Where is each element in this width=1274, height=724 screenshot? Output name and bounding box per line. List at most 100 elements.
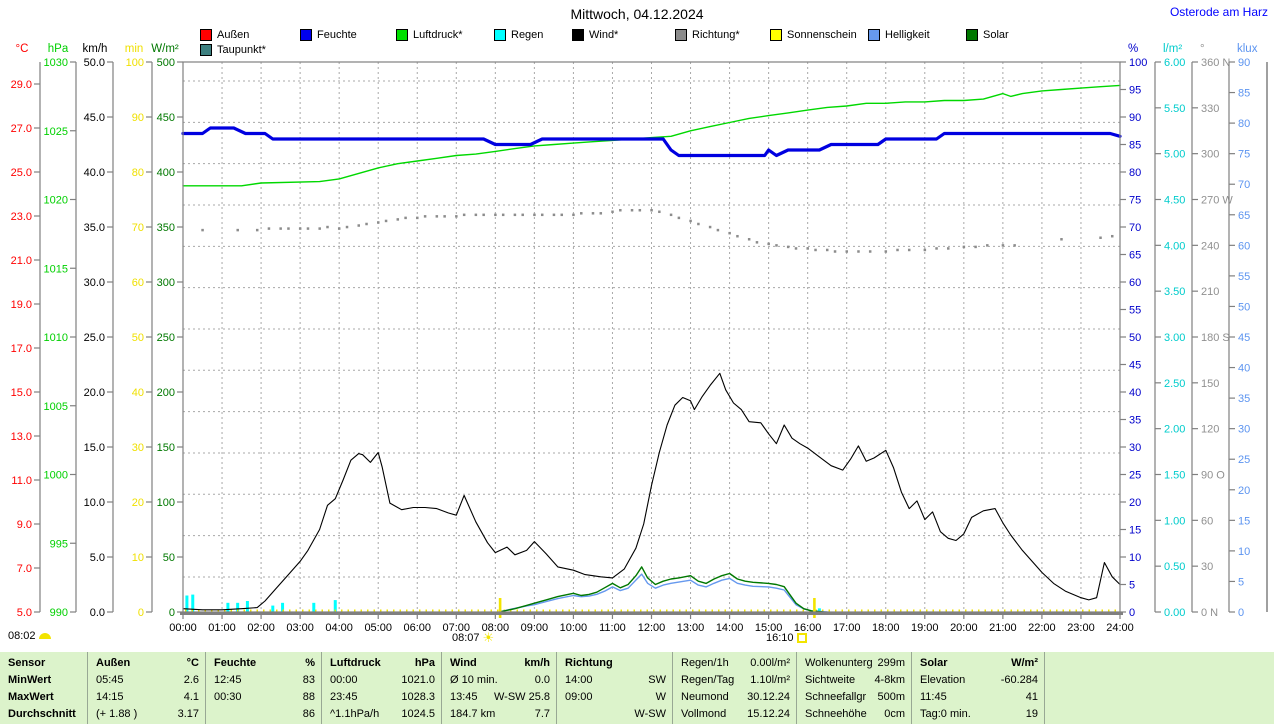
legend-item-wind: Wind* — [572, 29, 618, 41]
legend-item-helligkeit: Helligkeit — [868, 29, 930, 41]
legend-swatch — [868, 29, 880, 41]
legend-swatch — [494, 29, 506, 41]
axis-tick-label: 5.50 — [1164, 103, 1185, 115]
stats-label: Außen — [96, 657, 131, 669]
axis-tick-label: 40 — [1129, 387, 1141, 399]
axis-tick-label: 5.0 — [90, 552, 105, 564]
axis-min: min 0 10 20 30 40 50 60 70 80 90 100 — [125, 43, 153, 619]
axis-tick-label: 20.0 — [84, 387, 105, 399]
stats-group-wind: Wind km/h Ø 10 min. 0.0 13:45 W-SW 25.8 184.7 … — [442, 652, 557, 724]
axis-tick-label: 1.50 — [1164, 470, 1185, 482]
axis-tick-label: 40 — [132, 387, 144, 399]
axis-tick-label: 1015 — [44, 263, 68, 275]
stats-row: Solar W/m² — [912, 655, 1044, 672]
axis-tick-label: 17.0 — [11, 343, 32, 355]
axis-tick-label: 300 — [1201, 149, 1219, 161]
axis-tick-label: 3.00 — [1164, 332, 1185, 344]
axis-tick-label: 85 — [1238, 88, 1250, 100]
axis-%: % 0 5 10 15 20 25 30 35 40 45 50 55 60 65 70 75 80 85 90 95 1… — [1120, 43, 1147, 619]
axis-tick-label: 1010 — [44, 332, 68, 344]
legend-label: Regen — [511, 29, 544, 41]
stats-group-sensor: Sensor MinWert MaxWert Durchschnitt — [0, 652, 88, 724]
stats-value: 2.6 — [183, 674, 199, 686]
axis-tick-label: 13.0 — [11, 431, 32, 443]
axis-tick-label: 35.0 — [84, 222, 105, 234]
axis-tick-label: 27.0 — [11, 123, 32, 135]
x-tick-label: 01:00 — [208, 622, 236, 634]
axis-tick-label: 80 — [1238, 118, 1250, 130]
stats-label: 09:00 — [565, 691, 593, 703]
stats-value: W-SW — [634, 708, 666, 720]
legend-label: Außen — [217, 29, 250, 41]
x-tick-label: 10:00 — [560, 622, 588, 634]
axis-tick-label: 45.0 — [84, 112, 105, 124]
stats-row: 12:45 83 — [206, 672, 321, 689]
stats-row: 05:45 2.6 — [88, 672, 205, 689]
axis-tick-label: 10 — [1129, 552, 1141, 564]
x-tick-label: 05:00 — [364, 622, 392, 634]
legend-label: Sonnenschein — [787, 29, 857, 41]
axis-tick-label: 10 — [1238, 546, 1250, 558]
stats-row: Regen/Tag 1.10l/m² — [673, 672, 796, 689]
axis-tick-label: 500 — [157, 57, 175, 69]
axis-tick-label: 5 — [1129, 580, 1135, 592]
axis-tick-label: 0.50 — [1164, 561, 1185, 573]
stats-value: hPa — [414, 657, 435, 669]
stats-label: Richtung — [565, 657, 613, 669]
x-axis: 00:00 01:00 02:00 03:00 04:00 05:00 06:00 07:00… — [169, 613, 1134, 634]
axis-tick-label: 55 — [1238, 271, 1250, 283]
axis-tick-label: 100 — [126, 57, 144, 69]
stats-label: 13:45 — [450, 691, 478, 703]
axis-tick-label: 3.50 — [1164, 286, 1185, 298]
axis-tick-label: 6.00 — [1164, 57, 1185, 69]
stats-row: Sichtweite 4-8km — [797, 672, 911, 689]
axis-tick-label: 19.0 — [11, 299, 32, 311]
stats-row: 09:00 W — [557, 689, 672, 706]
axis-tick-label: 150 — [157, 442, 175, 454]
stats-row: 00:30 88 — [206, 689, 321, 706]
stats-row: Schneehöhe 0cm — [797, 706, 911, 723]
stats-group-aussen: Außen °C 05:45 2.6 14:15 4.1 (+ 1.88 ) 3.17 — [88, 652, 206, 724]
legend-item-sonnenschein: Sonnenschein — [770, 29, 857, 41]
axis-tick-label: 1005 — [44, 401, 68, 413]
legend-item-solar: Solar — [966, 29, 1009, 41]
stats-label: Wolkenunterg — [805, 657, 873, 669]
stats-value: 299m — [877, 657, 905, 669]
stats-filler — [1045, 652, 1274, 724]
stats-label: Elevation — [920, 674, 966, 686]
x-tick-label: 09:00 — [521, 622, 549, 634]
series-richtung — [201, 208, 1114, 253]
axis-tick-label: 20 — [1129, 497, 1141, 509]
x-tick-label: 22:00 — [1028, 622, 1056, 634]
stats-row: Tag:0 min. 19 — [912, 706, 1044, 723]
axis-tick-label: 210 — [1201, 286, 1219, 298]
axis-tick-label: 1030 — [44, 57, 68, 69]
stats-row: Außen °C — [88, 655, 205, 672]
stats-value: 0.0 — [534, 674, 550, 686]
stats-label: (+ 1.88 ) — [96, 708, 138, 720]
stats-group-atmos: Wolkenunterg 299m Sichtweite 4-8km Schneefal… — [797, 652, 912, 724]
axis-tick-label: 90 O — [1201, 470, 1225, 482]
stats-row: Schneefallgr 500m — [797, 689, 911, 706]
stats-value: km/h — [524, 657, 550, 669]
legend-swatch — [770, 29, 782, 41]
x-tick-label: 03:00 — [286, 622, 314, 634]
legend-swatch — [200, 44, 212, 56]
axis-tick-label: 40 — [1238, 363, 1250, 375]
axis-unit-label: % — [1128, 43, 1138, 55]
stats-table: Sensor MinWert MaxWert Durchschnitt Außen °C 0… — [0, 652, 1274, 724]
axis-unit-label: ° — [1200, 43, 1205, 55]
axis-tick-label: 30 — [1201, 561, 1213, 573]
stats-label: Schneefallgr — [805, 691, 867, 703]
axis-tick-label: 5 — [1238, 576, 1244, 588]
stats-row: Elevation -60.284 — [912, 672, 1044, 689]
legend-item-taupunkt: Taupunkt* — [200, 44, 266, 56]
axis-tick-label: 20 — [132, 497, 144, 509]
stats-value: 88 — [302, 691, 315, 703]
sunset-time-label: 16:10 — [766, 632, 794, 644]
axis-tick-label: 65 — [1238, 210, 1250, 222]
station-name-link[interactable]: Osterode am Harz — [1169, 5, 1268, 19]
x-tick-label: 17:00 — [833, 622, 861, 634]
sun-markers — [498, 598, 816, 618]
axis-unit-label: l/m² — [1163, 43, 1182, 55]
